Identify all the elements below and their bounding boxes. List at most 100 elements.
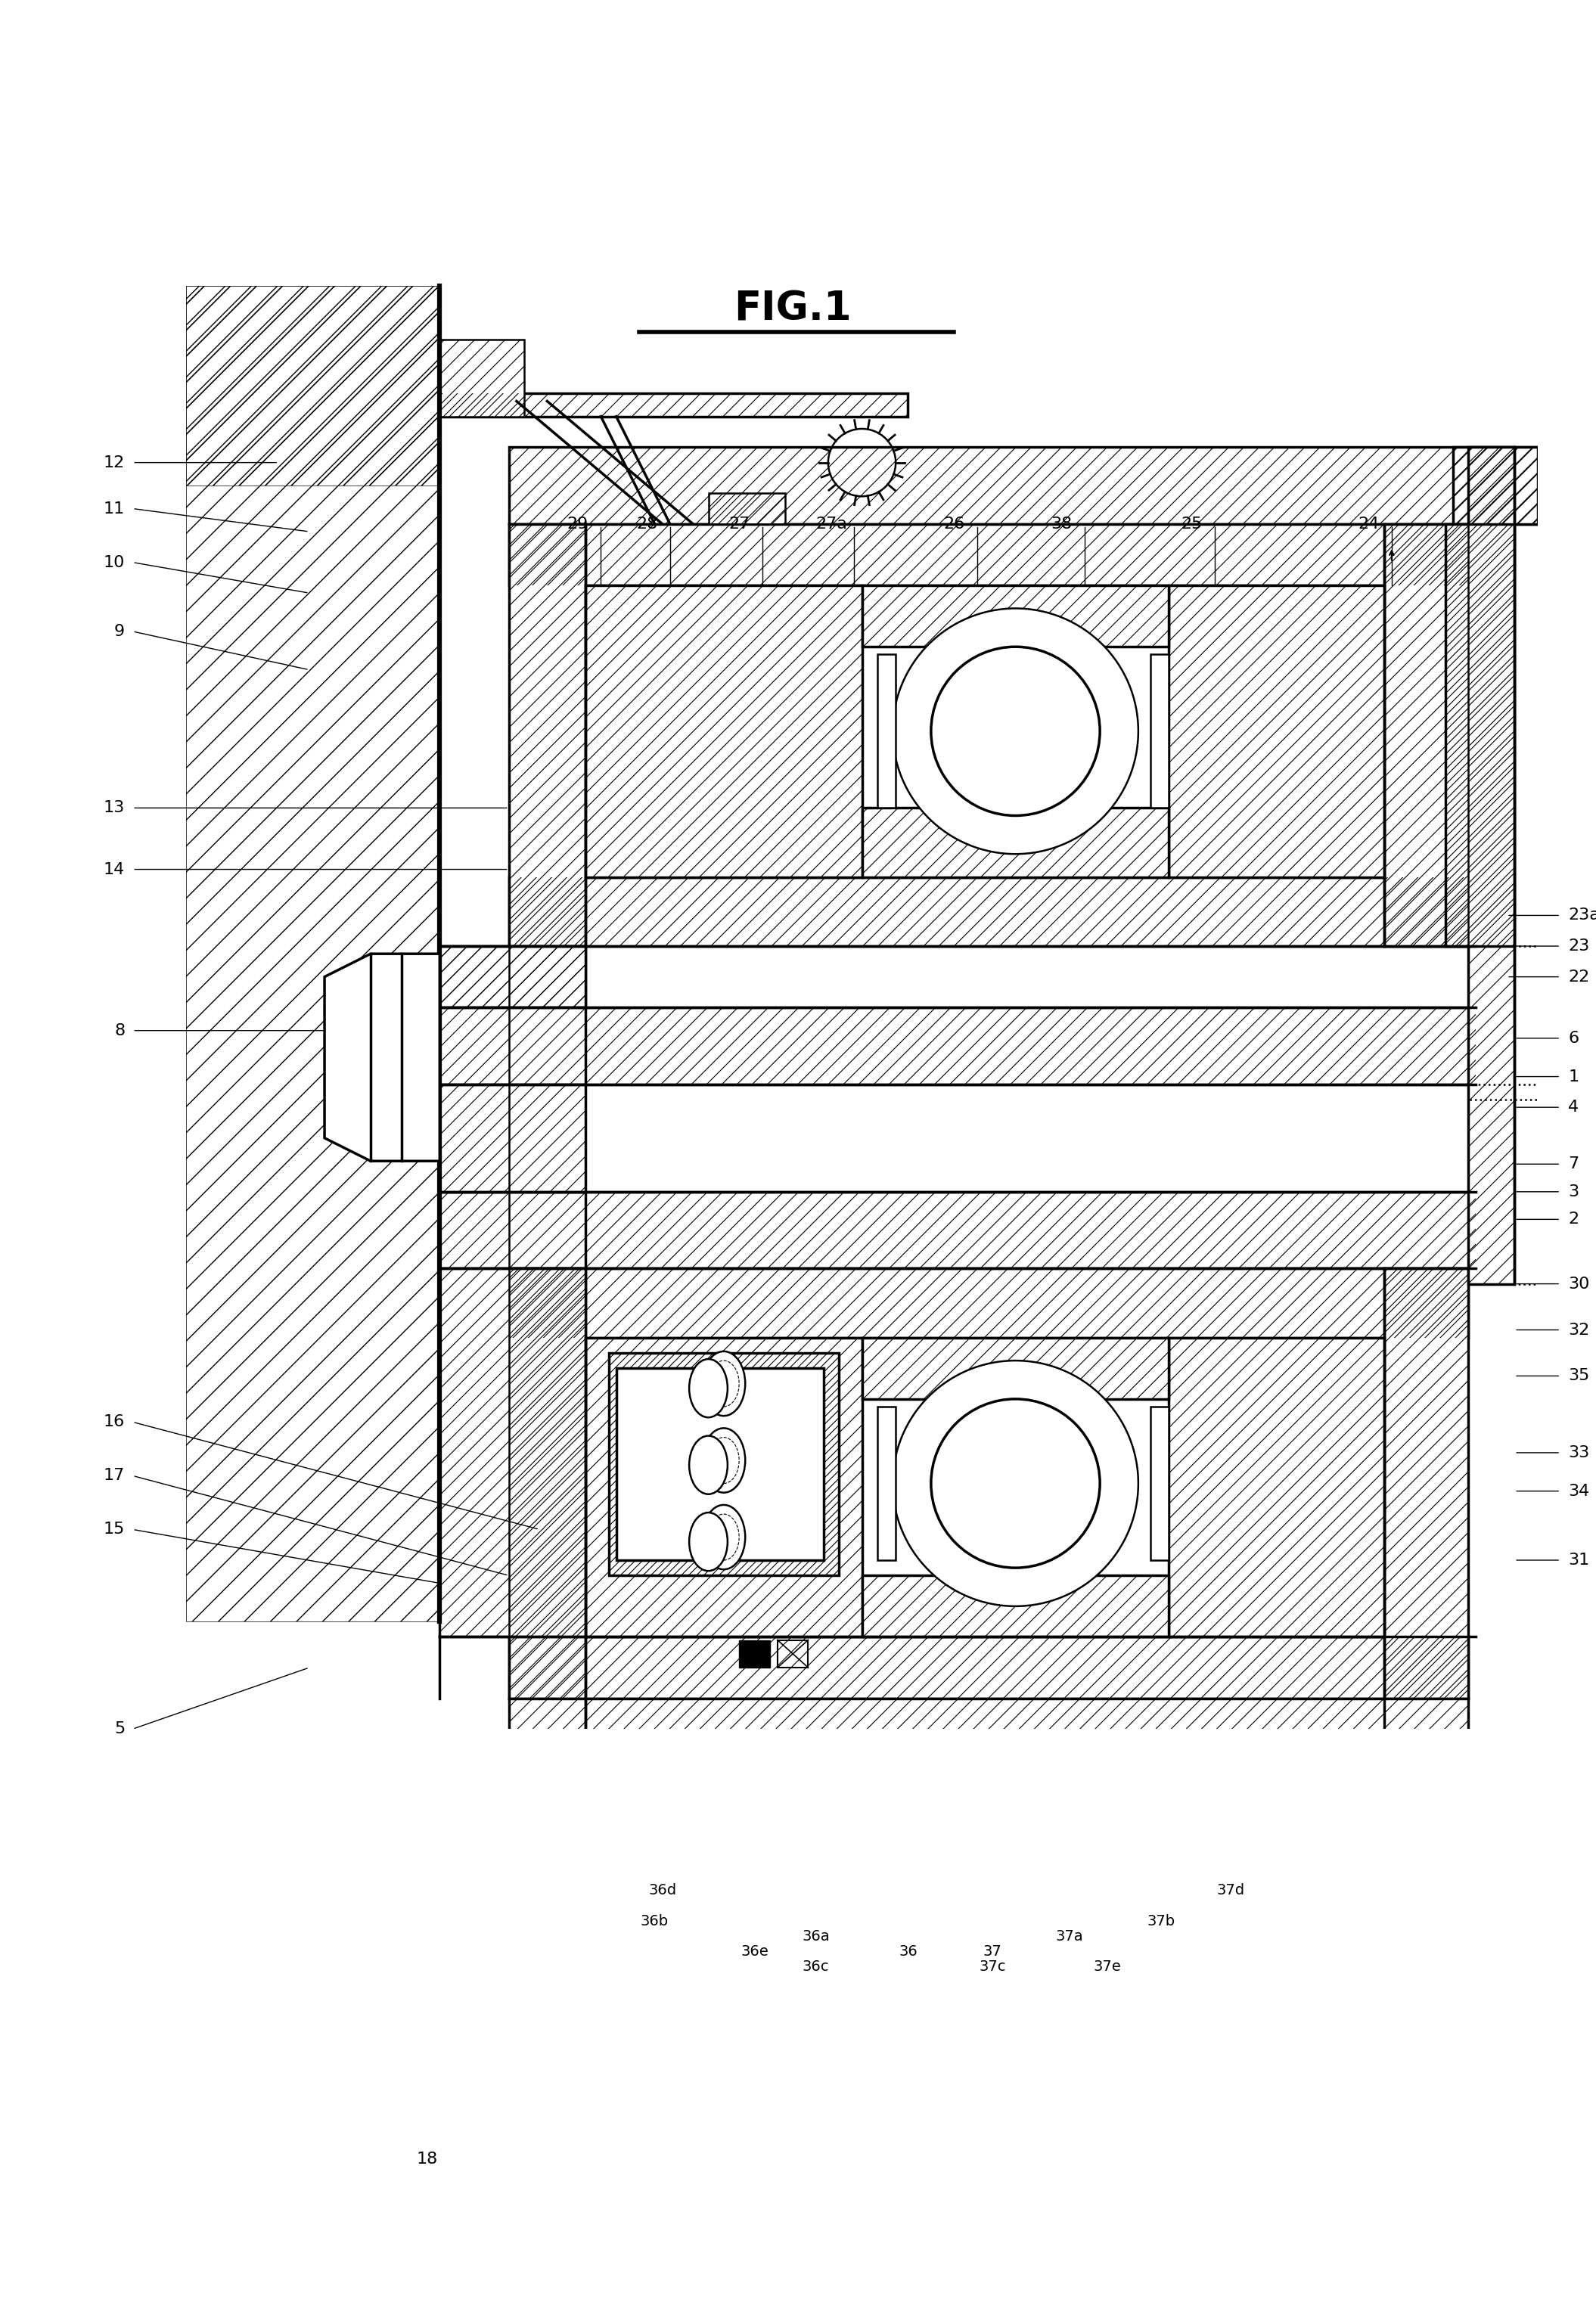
Text: 6: 6 (1569, 1030, 1578, 1046)
Text: 25: 25 (1181, 516, 1203, 532)
Text: 36a: 36a (803, 1929, 830, 1943)
Ellipse shape (689, 1436, 728, 1494)
Text: 33: 33 (1569, 1446, 1590, 1459)
PathPatch shape (1384, 1269, 1468, 1699)
Text: 38: 38 (1050, 516, 1073, 532)
Ellipse shape (702, 1350, 745, 1415)
Text: 37e: 37e (1093, 1959, 1122, 1973)
PathPatch shape (187, 286, 439, 486)
PathPatch shape (439, 339, 523, 416)
Text: 7: 7 (1569, 1157, 1578, 1171)
Text: 23: 23 (1569, 939, 1590, 953)
PathPatch shape (509, 523, 1468, 586)
PathPatch shape (862, 809, 1168, 876)
PathPatch shape (509, 1699, 1468, 1759)
PathPatch shape (187, 286, 439, 1622)
Text: 35: 35 (1569, 1369, 1590, 1383)
Text: 37d: 37d (1216, 1882, 1245, 1896)
PathPatch shape (608, 1353, 839, 1576)
PathPatch shape (862, 586, 1168, 646)
PathPatch shape (586, 1339, 862, 1636)
Text: 37c: 37c (978, 1959, 1005, 1973)
PathPatch shape (439, 946, 586, 1009)
Text: 1: 1 (1569, 1069, 1578, 1085)
Text: 11: 11 (104, 502, 124, 516)
Text: 31: 31 (1569, 1552, 1590, 1569)
Text: 36b: 36b (640, 1913, 669, 1929)
Bar (878, 1406, 895, 1559)
Bar (1468, 946, 1561, 1085)
Text: 14: 14 (104, 862, 124, 876)
Text: 2: 2 (1569, 1211, 1578, 1227)
Text: 10: 10 (104, 555, 124, 569)
Bar (739, 1641, 769, 1669)
Text: 36: 36 (899, 1945, 918, 1959)
Text: 18: 18 (417, 2152, 437, 2166)
Text: 24: 24 (1358, 516, 1379, 532)
Bar (777, 1641, 808, 1669)
Circle shape (892, 609, 1138, 853)
PathPatch shape (709, 1759, 785, 1783)
PathPatch shape (1384, 523, 1468, 946)
Text: FIG.1: FIG.1 (734, 290, 852, 328)
Bar (1468, 1099, 1561, 1283)
PathPatch shape (439, 1009, 1476, 1085)
Text: 13: 13 (104, 799, 124, 816)
Text: 37a: 37a (1055, 1929, 1084, 1943)
Ellipse shape (702, 1429, 745, 1492)
PathPatch shape (509, 1269, 1468, 1339)
Circle shape (930, 1399, 1100, 1569)
PathPatch shape (1168, 586, 1384, 876)
Text: 8: 8 (115, 1023, 124, 1039)
Circle shape (930, 646, 1100, 816)
PathPatch shape (1446, 523, 1515, 946)
PathPatch shape (1468, 446, 1515, 1283)
PathPatch shape (509, 446, 1537, 523)
Text: 36d: 36d (648, 1882, 677, 1896)
Bar (1151, 1406, 1168, 1559)
Circle shape (938, 1406, 1092, 1559)
PathPatch shape (709, 493, 785, 523)
Bar (616, 1369, 824, 1559)
Text: 27: 27 (728, 516, 750, 532)
Text: 5: 5 (115, 1722, 124, 1736)
PathPatch shape (439, 946, 586, 1009)
Text: 22: 22 (1569, 969, 1590, 985)
Text: 32: 32 (1569, 1322, 1590, 1336)
Circle shape (892, 1360, 1138, 1606)
Ellipse shape (689, 1513, 728, 1571)
Text: 30: 30 (1569, 1276, 1590, 1292)
PathPatch shape (1168, 1339, 1384, 1636)
PathPatch shape (862, 1576, 1168, 1636)
Text: 9: 9 (115, 623, 124, 639)
PathPatch shape (509, 523, 586, 946)
Text: 17: 17 (104, 1469, 124, 1483)
Text: 26: 26 (943, 516, 964, 532)
Text: 29: 29 (567, 516, 589, 532)
Text: 28: 28 (637, 516, 658, 532)
Text: 37: 37 (983, 1945, 1002, 1959)
PathPatch shape (439, 1085, 586, 1192)
Text: 23a: 23a (1569, 909, 1596, 923)
Text: 15: 15 (104, 1522, 124, 1536)
Text: 37b: 37b (1148, 1913, 1175, 1929)
PathPatch shape (439, 393, 908, 416)
PathPatch shape (509, 876, 1468, 946)
Bar (1151, 655, 1168, 809)
Ellipse shape (689, 1360, 728, 1418)
Polygon shape (324, 953, 439, 1162)
Ellipse shape (702, 1506, 745, 1569)
PathPatch shape (862, 1339, 1168, 1399)
PathPatch shape (586, 586, 862, 876)
Text: 3: 3 (1569, 1185, 1578, 1199)
PathPatch shape (509, 1269, 586, 1699)
Bar (878, 655, 895, 809)
Text: 12: 12 (104, 456, 124, 469)
Text: 4: 4 (1569, 1099, 1578, 1116)
PathPatch shape (439, 1192, 1476, 1269)
Text: 34: 34 (1569, 1483, 1590, 1499)
PathPatch shape (509, 1636, 1468, 1699)
Text: 36c: 36c (803, 1959, 830, 1973)
Text: 36e: 36e (741, 1945, 768, 1959)
PathPatch shape (439, 1269, 586, 1636)
